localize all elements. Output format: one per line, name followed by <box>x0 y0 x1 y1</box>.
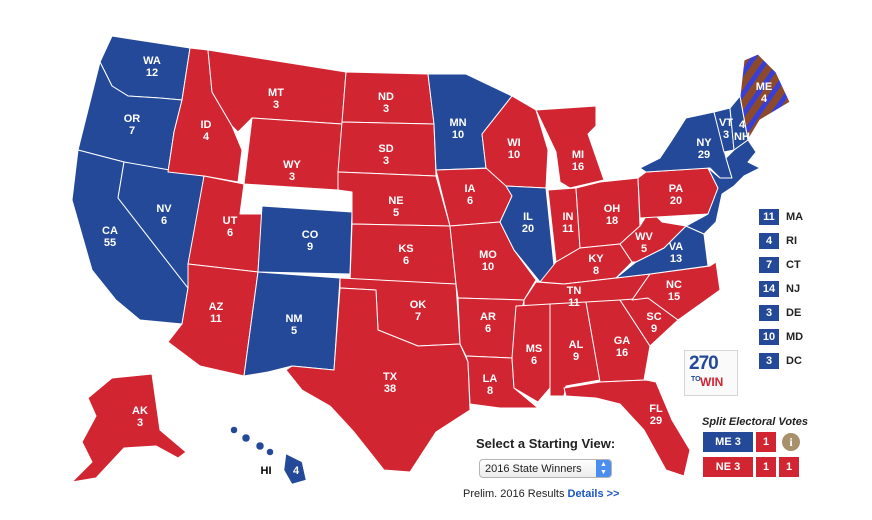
label-vt: VT 3 <box>719 117 733 141</box>
split-ne-state[interactable]: NE 3 <box>703 457 753 477</box>
hawaii[interactable] <box>230 426 307 485</box>
label-me: ME 4 <box>756 81 773 105</box>
state-il[interactable] <box>499 185 555 283</box>
label-la: LA 8 <box>483 373 498 397</box>
split-electoral-votes-title: Split Electoral Votes <box>702 416 808 428</box>
small-state-abbr: DC <box>786 355 802 367</box>
label-ny: NY 29 <box>696 137 712 161</box>
results-line: Prelim. 2016 Results Details >> <box>463 488 619 500</box>
label-wi: WI 10 <box>507 137 520 161</box>
state-fl[interactable] <box>563 379 691 477</box>
label-tx: TX 38 <box>383 371 398 395</box>
label-ak: AK 3 <box>132 405 148 429</box>
state-mi[interactable] <box>535 105 605 189</box>
starting-view-title: Select a Starting View: <box>476 436 616 451</box>
split-ne-district-2[interactable]: 1 <box>779 457 799 477</box>
label-nd: ND 3 <box>378 91 394 115</box>
label-wy: WY 3 <box>283 159 301 183</box>
state-wi[interactable] <box>481 95 549 189</box>
label-nm: NM 5 <box>285 313 302 337</box>
small-state-abbr: MD <box>786 331 804 343</box>
details-link[interactable]: Details >> <box>567 488 620 500</box>
small-state-abbr: NJ <box>786 283 801 295</box>
label-mt: MT 3 <box>268 87 284 111</box>
label-az: AZ 11 <box>209 301 224 325</box>
small-state-ri[interactable]: 4 RI <box>758 232 797 250</box>
info-icon[interactable]: i <box>782 433 800 451</box>
label-hi-ev: 4 <box>293 465 300 477</box>
label-nh: 4 NH <box>734 119 750 143</box>
label-ar: AR 6 <box>480 311 496 335</box>
label-mn: MN 10 <box>449 117 466 141</box>
split-me-state[interactable]: ME 3 <box>703 432 753 452</box>
split-ne-district-1[interactable]: 1 <box>756 457 776 477</box>
small-state-abbr: MA <box>786 211 804 223</box>
starting-view-select[interactable]: 2016 State Winners ▲ ▼ <box>479 459 612 478</box>
label-ca: CA 55 <box>102 225 118 249</box>
small-state-nj[interactable]: 14 NJ <box>758 280 800 298</box>
label-al: AL 9 <box>569 339 584 363</box>
label-ut: UT 6 <box>223 215 238 239</box>
logo-number: 270 <box>689 353 719 374</box>
label-tn: TN 11 <box>567 285 582 309</box>
label-nv: NV 6 <box>156 203 172 227</box>
small-state-md[interactable]: 10 MD <box>758 328 803 346</box>
label-ky: KY 8 <box>588 253 604 277</box>
label-or: OR 7 <box>124 113 141 137</box>
label-mi: MI 16 <box>572 149 584 173</box>
split-me-district-1[interactable]: 1 <box>756 432 776 452</box>
label-nc: NC 15 <box>666 279 682 303</box>
select-arrows-icon: ▲ ▼ <box>596 460 611 477</box>
label-in: IN 11 <box>562 211 574 235</box>
split-row-me: ME 3 1 i <box>703 432 800 452</box>
label-ms: MS 6 <box>526 343 543 367</box>
small-state-ev-box[interactable]: 4 <box>758 232 780 250</box>
label-oh: OH 18 <box>604 203 621 227</box>
label-il: IL 20 <box>522 211 534 235</box>
label-ne: NE 5 <box>388 195 403 219</box>
small-state-abbr: DE <box>786 307 802 319</box>
label-ga: GA 16 <box>614 335 631 359</box>
small-state-ma[interactable]: 11 MA <box>758 208 803 226</box>
small-state-ev-box[interactable]: 3 <box>758 352 780 370</box>
label-wv: WV 5 <box>635 231 653 255</box>
label-pa: PA 20 <box>669 183 684 207</box>
small-state-ev-box[interactable]: 11 <box>758 208 780 226</box>
state-ga[interactable] <box>585 299 651 383</box>
label-co: CO 9 <box>302 229 319 253</box>
small-state-ev-box[interactable]: 10 <box>758 328 780 346</box>
small-state-abbr: RI <box>786 235 797 247</box>
label-hi-abbr: HI <box>261 465 272 477</box>
small-state-ct[interactable]: 7 CT <box>758 256 801 274</box>
small-state-ev-box[interactable]: 3 <box>758 304 780 322</box>
270towin-logo[interactable]: 270 TO WIN <box>684 350 738 396</box>
label-id: ID 4 <box>201 119 212 143</box>
results-text: Prelim. 2016 Results <box>463 488 565 500</box>
label-ok: OK 7 <box>410 299 427 323</box>
label-sd: SD 3 <box>378 143 393 167</box>
small-state-ev-box[interactable]: 7 <box>758 256 780 274</box>
split-row-ne: NE 3 1 1 <box>703 457 802 477</box>
state-me[interactable] <box>739 53 791 141</box>
small-state-dc[interactable]: 3 DC <box>758 352 802 370</box>
logo-to: TO <box>691 376 701 383</box>
label-ks: KS 6 <box>398 243 413 267</box>
small-state-abbr: CT <box>786 259 801 271</box>
state-northeast-small[interactable] <box>685 139 761 235</box>
state-ak[interactable] <box>71 373 187 483</box>
label-fl: FL 29 <box>649 403 663 427</box>
label-ia: IA 6 <box>465 183 476 207</box>
state-tx[interactable] <box>285 287 471 473</box>
starting-view-selected: 2016 State Winners <box>485 462 582 475</box>
small-state-de[interactable]: 3 DE <box>758 304 801 322</box>
label-sc: SC 9 <box>646 311 661 335</box>
logo-win: WIN <box>700 375 724 389</box>
label-va: VA 13 <box>669 241 684 265</box>
small-state-ev-box[interactable]: 14 <box>758 280 780 298</box>
label-wa: WA 12 <box>143 55 161 79</box>
label-mo: MO 10 <box>479 249 497 273</box>
